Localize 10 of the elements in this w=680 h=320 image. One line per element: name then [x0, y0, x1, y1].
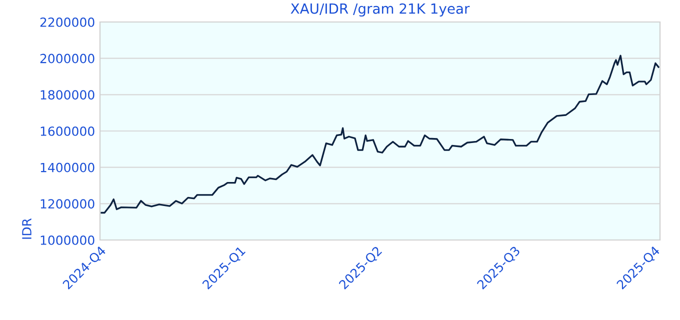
y-tick-label: 1000000: [40, 235, 94, 245]
y-tick-label: 1200000: [40, 199, 94, 209]
y-tick-label: 2000000: [40, 54, 94, 64]
line-series: [100, 54, 660, 214]
y-axis-title: IDR: [22, 218, 32, 239]
chart-title: XAU/IDR /gram 21K 1year: [290, 3, 470, 17]
y-tick-label: 2200000: [40, 17, 94, 27]
y-tick-label: 1600000: [40, 126, 94, 136]
y-tick-label: 1800000: [40, 90, 94, 100]
y-tick-label: 1400000: [40, 162, 94, 172]
